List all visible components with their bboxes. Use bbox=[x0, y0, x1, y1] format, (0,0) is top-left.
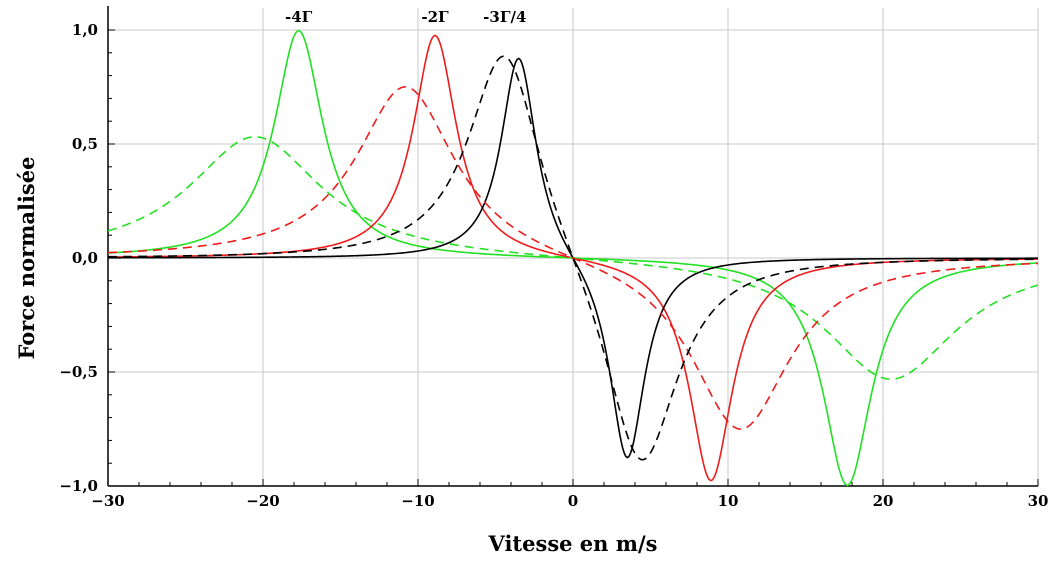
grid bbox=[107, 8, 1039, 487]
y-tick-label: −0,5 bbox=[59, 363, 98, 381]
peak-label: -3Γ/4 bbox=[483, 8, 526, 26]
series-black-dashed bbox=[107, 55, 1039, 461]
y-tick-label: −1,0 bbox=[59, 477, 98, 495]
series-layer bbox=[107, 29, 1039, 487]
y-tick-label: 1,0 bbox=[72, 21, 98, 39]
peak-labels: -4Γ -2Γ -3Γ/4 bbox=[285, 8, 526, 26]
x-axis-title: Vitesse en m/s bbox=[488, 531, 658, 556]
x-tick-label: 20 bbox=[873, 492, 894, 510]
y-tick-label: 0,5 bbox=[72, 135, 98, 153]
x-tick-label: −30 bbox=[91, 492, 124, 510]
peak-label: -4Γ bbox=[285, 8, 313, 26]
axes bbox=[107, 6, 1039, 487]
x-tick-label: −10 bbox=[401, 492, 434, 510]
x-tick-label: 10 bbox=[718, 492, 739, 510]
y-tick-label: 0,0 bbox=[72, 249, 98, 267]
peak-label: -2Γ bbox=[421, 8, 449, 26]
y-axis-title: Force normalisée bbox=[14, 157, 39, 360]
x-tick-label: 30 bbox=[1028, 492, 1049, 510]
tick-labels: −30 −20 −10 0 10 20 30 1,0 0,5 0,0 −0,5 −1,0 bbox=[59, 21, 1048, 510]
x-tick-label: −20 bbox=[246, 492, 279, 510]
series-red-dashed bbox=[107, 86, 1039, 430]
x-tick-label: 0 bbox=[568, 492, 578, 510]
